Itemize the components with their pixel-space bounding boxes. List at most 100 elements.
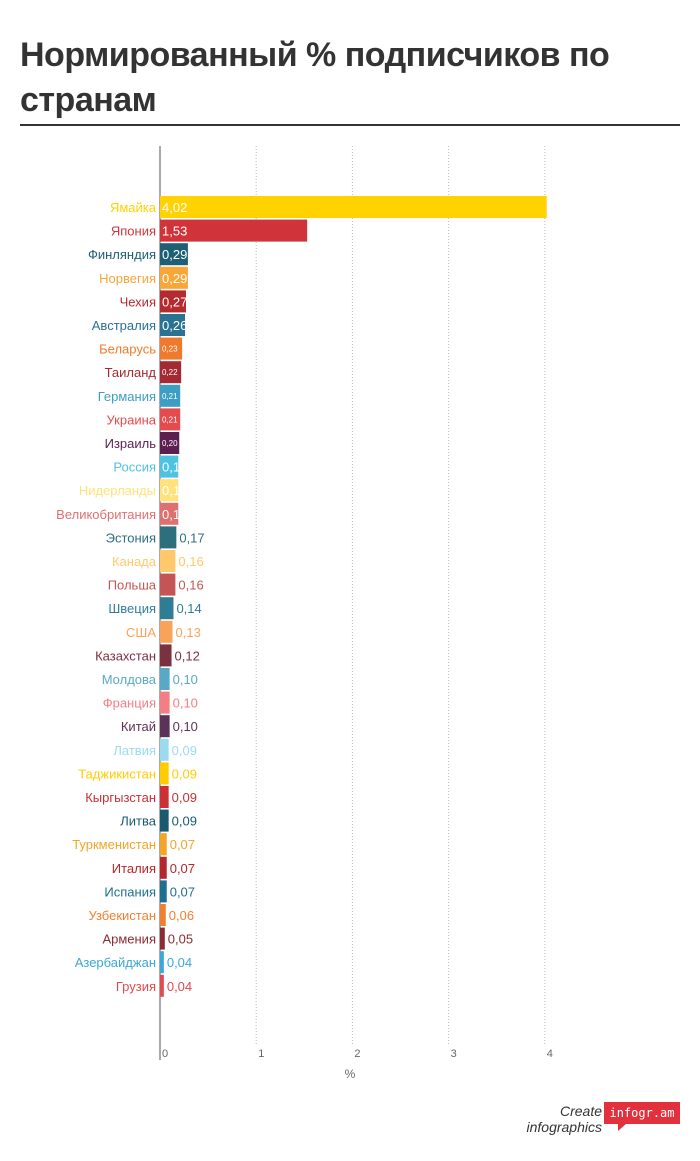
value-label-9: 0,21: [162, 392, 178, 401]
value-label-5: 0,27: [162, 294, 187, 309]
bar-6: [160, 314, 186, 336]
bar-9: [160, 384, 181, 407]
bar-14: [160, 502, 179, 525]
value-label-14: 0,19: [162, 507, 187, 522]
category-label-24: Латвия: [113, 743, 156, 758]
category-label-11: Израиль: [105, 436, 157, 451]
value-label-32: 0,05: [168, 932, 193, 947]
value-label-4: 0,29: [162, 271, 187, 286]
bar-20: [160, 644, 172, 667]
chart-title: Нормированный % подписчиков по странам: [20, 36, 610, 119]
value-label-12: 0,19: [162, 460, 187, 475]
value-label-28: 0,07: [170, 837, 195, 852]
bar-11: [160, 432, 180, 454]
category-label-4: Норвегия: [99, 271, 156, 286]
category-label-20: Казахстан: [95, 648, 156, 663]
category-label-17: Польша: [108, 578, 157, 593]
value-label-29: 0,07: [170, 861, 195, 876]
category-label-31: Узбекистан: [88, 908, 156, 923]
category-label-33: Азербайджан: [75, 955, 156, 970]
category-label-26: Кыргызстан: [85, 790, 156, 805]
x-axis-label: %: [345, 1067, 356, 1081]
category-label-2: Япония: [111, 224, 156, 239]
category-label-3: Финляндия: [88, 247, 156, 262]
category-label-21: Молдова: [102, 672, 157, 687]
category-label-13: Нидерланды: [79, 483, 156, 498]
category-label-27: Литва: [120, 814, 157, 829]
value-label-3: 0,29: [162, 247, 187, 262]
value-label-6: 0,26: [162, 318, 187, 333]
category-label-32: Армения: [102, 932, 156, 947]
bar-3: [160, 243, 188, 266]
value-label-11: 0,20: [162, 439, 178, 448]
value-label-26: 0,09: [172, 790, 197, 805]
value-label-19: 0,13: [176, 625, 201, 640]
value-label-8: 0,22: [162, 368, 178, 377]
value-label-2: 1,53: [162, 224, 187, 239]
bar-21: [160, 668, 170, 690]
bar-29: [160, 856, 167, 879]
bar-19: [160, 620, 173, 643]
x-tick-label-2: 2: [354, 1048, 360, 1060]
bar-chart: 0 1 2 3 4% Ямайка 4,02 Япония 1,53 Финляндия 0,29 Н…: [56, 146, 553, 1081]
category-label-15: Эстония: [106, 530, 156, 545]
bar-30: [160, 880, 167, 903]
create-infographics-link[interactable]: Create infographics: [526, 1103, 603, 1135]
category-label-28: Туркменистан: [72, 837, 156, 852]
x-tick-label-0: 0: [162, 1048, 168, 1060]
bar-22: [160, 691, 170, 714]
x-tick-label-4: 4: [547, 1048, 553, 1060]
category-label-5: Чехия: [120, 294, 156, 309]
bar-15: [160, 526, 177, 549]
bar-10: [160, 408, 181, 431]
category-label-16: Канада: [112, 554, 157, 569]
category-label-19: США: [126, 625, 156, 640]
bar-13: [160, 479, 179, 502]
bar-2: [160, 219, 308, 242]
x-tick-label-3: 3: [451, 1048, 457, 1060]
value-label-18: 0,14: [176, 601, 201, 616]
infogram-logo[interactable]: infogr.am: [604, 1102, 680, 1124]
category-label-9: Германия: [98, 389, 156, 404]
bar-17: [160, 573, 176, 596]
bar-24: [160, 738, 169, 761]
bar-16: [160, 550, 176, 572]
bar-27: [160, 809, 169, 832]
title-divider: [20, 124, 680, 126]
bar-5: [160, 290, 186, 313]
category-label-22: Франция: [103, 696, 156, 711]
value-label-16: 0,16: [178, 554, 203, 569]
category-label-30: Испания: [104, 884, 156, 899]
category-label-25: Таджикистан: [78, 766, 156, 781]
value-label-31: 0,06: [169, 908, 194, 923]
bar-4: [160, 266, 188, 289]
bar-12: [160, 455, 179, 478]
bar-7: [160, 337, 183, 360]
x-tick-label-1: 1: [258, 1048, 264, 1060]
value-label-17: 0,16: [178, 578, 203, 593]
bar-23: [160, 715, 170, 738]
value-label-22: 0,10: [173, 696, 198, 711]
value-label-23: 0,10: [173, 719, 198, 734]
category-label-14: Великобритания: [56, 507, 156, 522]
value-label-25: 0,09: [172, 766, 197, 781]
category-label-12: Россия: [113, 460, 156, 475]
value-label-1: 4,02: [162, 200, 187, 215]
category-label-1: Ямайка: [110, 200, 157, 215]
category-label-6: Австралия: [92, 318, 156, 333]
value-label-30: 0,07: [170, 884, 195, 899]
category-label-29: Италия: [112, 861, 156, 876]
value-label-33: 0,04: [167, 955, 192, 970]
category-label-34: Грузия: [116, 979, 156, 994]
category-label-18: Швеция: [108, 601, 156, 616]
category-label-23: Китай: [121, 719, 156, 734]
value-label-21: 0,10: [173, 672, 198, 687]
bar-1: [160, 196, 547, 218]
value-label-34: 0,04: [167, 979, 192, 994]
bar-18: [160, 597, 174, 620]
category-label-10: Украина: [107, 412, 157, 427]
bar-8: [160, 361, 182, 384]
bar-28: [160, 833, 167, 856]
infogram-logo-tail: [618, 1124, 626, 1131]
value-label-20: 0,12: [175, 648, 200, 663]
